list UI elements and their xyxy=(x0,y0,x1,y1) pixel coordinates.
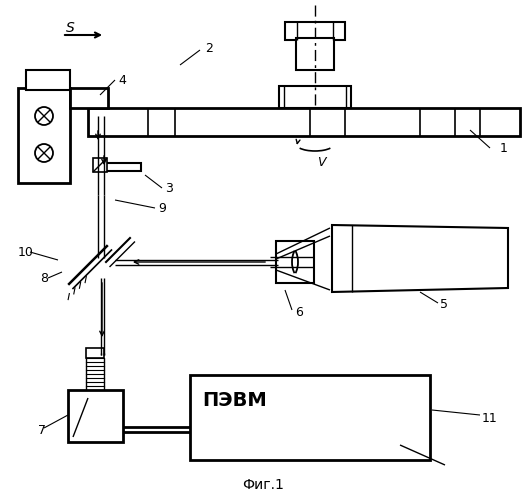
Bar xyxy=(86,348,104,358)
Text: 7: 7 xyxy=(38,424,46,437)
Polygon shape xyxy=(332,225,508,292)
Bar xyxy=(103,163,141,171)
Bar xyxy=(285,22,345,40)
Text: 9: 9 xyxy=(158,202,166,215)
Text: 5: 5 xyxy=(440,298,448,311)
Bar xyxy=(93,158,107,172)
Text: V: V xyxy=(317,156,325,169)
Text: Фиг.1: Фиг.1 xyxy=(242,478,284,492)
Text: 1: 1 xyxy=(500,142,508,155)
Text: 4: 4 xyxy=(118,73,126,86)
Bar xyxy=(68,390,123,442)
Text: 3: 3 xyxy=(165,182,173,195)
Bar xyxy=(18,88,70,183)
Bar xyxy=(70,88,108,108)
Bar xyxy=(276,241,314,283)
Bar xyxy=(296,38,334,70)
Text: 6: 6 xyxy=(295,305,303,318)
Bar xyxy=(190,375,430,460)
Text: 10: 10 xyxy=(18,246,34,258)
Text: 2: 2 xyxy=(205,41,213,54)
Text: 11: 11 xyxy=(482,412,497,425)
Bar xyxy=(26,70,70,90)
Bar xyxy=(88,108,520,136)
Text: 8: 8 xyxy=(40,271,48,284)
Bar xyxy=(279,86,351,108)
Text: ПЭВМ: ПЭВМ xyxy=(202,391,267,410)
Text: S: S xyxy=(66,21,74,35)
